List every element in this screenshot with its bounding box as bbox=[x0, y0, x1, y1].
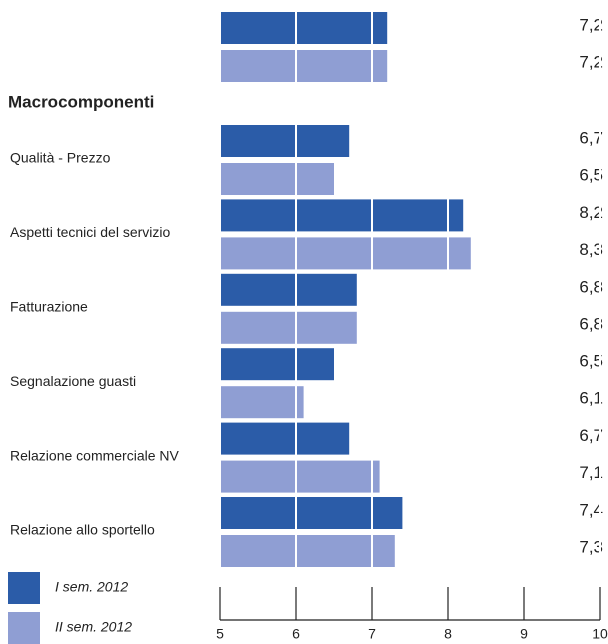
value-label: 8,2 bbox=[579, 203, 603, 222]
bar bbox=[220, 237, 471, 270]
value-label: 6,7 bbox=[579, 128, 603, 147]
bar bbox=[220, 460, 380, 493]
bar bbox=[220, 12, 388, 44]
bar bbox=[220, 163, 334, 195]
value-label: 7,3 bbox=[579, 537, 603, 556]
bar bbox=[220, 50, 388, 82]
legend-label: II sem. 2012 bbox=[55, 619, 132, 635]
legend-swatch bbox=[8, 612, 40, 644]
category-label: Fatturazione bbox=[10, 299, 88, 315]
x-tick-label: 6 bbox=[292, 626, 300, 642]
value-label: 6,7 bbox=[579, 426, 603, 445]
bar bbox=[220, 311, 357, 344]
bar bbox=[220, 199, 464, 232]
value-label: 7,2 bbox=[579, 15, 603, 34]
x-tick-label: 5 bbox=[216, 626, 224, 642]
category-label: Relazione commerciale NV bbox=[10, 447, 180, 463]
group-title: Macrocomponenti bbox=[8, 92, 154, 111]
category-label: Relazione allo sportello bbox=[10, 522, 155, 538]
x-tick-label: 7 bbox=[368, 626, 376, 642]
value-label: 8,3 bbox=[579, 240, 603, 259]
bar bbox=[220, 422, 350, 455]
x-tick-label: 10 bbox=[592, 626, 608, 642]
category-label: Qualità - Prezzo bbox=[10, 150, 111, 166]
category-label: Segnalazione guasti bbox=[10, 373, 136, 389]
value-label: 6,1 bbox=[579, 389, 603, 408]
value-label: 6,5 bbox=[579, 165, 603, 184]
bar bbox=[220, 386, 304, 419]
category-label: Aspetti tecnici del servizio bbox=[10, 224, 171, 240]
bar bbox=[220, 535, 395, 567]
legend-swatch bbox=[8, 572, 40, 604]
x-tick-label: 9 bbox=[520, 626, 528, 642]
value-label: 7,2 bbox=[579, 52, 603, 71]
bar bbox=[220, 125, 350, 157]
bar bbox=[220, 497, 403, 529]
value-label: 6,5 bbox=[579, 352, 603, 371]
bar bbox=[220, 273, 357, 306]
value-label: 6,8 bbox=[579, 314, 603, 333]
value-label: 7,4 bbox=[579, 500, 603, 519]
bar bbox=[220, 348, 334, 381]
legend-label: I sem. 2012 bbox=[55, 579, 128, 595]
value-label: 7,1 bbox=[579, 463, 603, 482]
x-tick-label: 8 bbox=[444, 626, 452, 642]
value-label: 6,8 bbox=[579, 277, 603, 296]
